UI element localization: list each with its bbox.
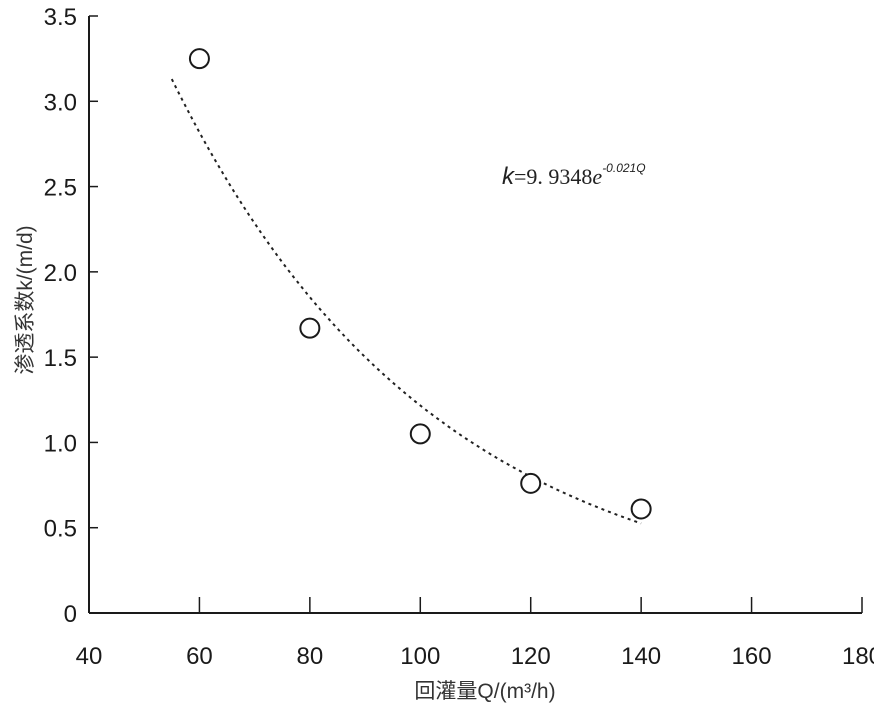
data-point — [299, 317, 321, 339]
x-tick-label: 120 — [511, 643, 551, 670]
y-axis-label: 渗透系数k/(m/d) — [14, 225, 37, 374]
y-tick-label: 1.5 — [44, 345, 77, 372]
data-point — [409, 423, 431, 445]
equation-annotation: k=9. 9348e-0.021Q — [502, 161, 646, 190]
equation-exponent: -0.021Q — [602, 161, 645, 175]
y-tick-label: 3.5 — [44, 4, 77, 31]
equation-value: =9. 9348 — [514, 164, 592, 189]
y-tick-label: 3.0 — [44, 89, 77, 116]
data-point — [520, 472, 542, 494]
equation-var: k — [502, 163, 516, 190]
x-tick-label: 80 — [297, 643, 324, 670]
x-tick-label: 160 — [732, 643, 772, 670]
y-tick-label: 2.0 — [44, 260, 77, 287]
axes: 40 60 80 100 120 140 160 180 0 0.5 1.0 1.5 2.0 2.5 3.0… — [44, 4, 874, 670]
y-tick-label: 0 — [64, 601, 77, 628]
y-tick-label: 1.0 — [44, 430, 77, 457]
x-tick-label: 60 — [186, 643, 213, 670]
x-axis-label: 回灌量Q/(m³/h) — [414, 680, 555, 703]
data-point — [188, 48, 210, 70]
y-tick-label: 0.5 — [44, 516, 77, 543]
data-point — [630, 498, 652, 520]
x-tick-label: 140 — [621, 643, 661, 670]
y-tick-label: 2.5 — [44, 175, 77, 202]
x-tick-label: 100 — [400, 643, 440, 670]
points-layer — [188, 48, 652, 520]
fit-curve — [170, 78, 642, 525]
x-tick-label: 40 — [76, 643, 103, 670]
equation-base: e — [592, 164, 602, 189]
fit-curve-layer — [170, 78, 642, 525]
x-tick-label: 180 — [842, 643, 874, 670]
